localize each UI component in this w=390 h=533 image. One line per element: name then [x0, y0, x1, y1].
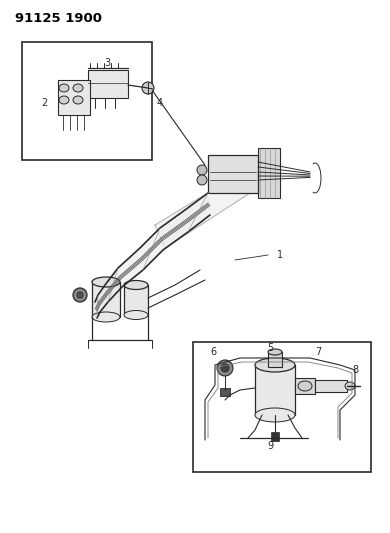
Bar [258, 148, 280, 198]
Bar [88, 70, 128, 98]
Ellipse shape [345, 382, 355, 390]
Bar [315, 380, 347, 392]
Circle shape [73, 288, 87, 302]
Text: 7: 7 [315, 347, 321, 357]
Ellipse shape [59, 96, 69, 104]
Circle shape [217, 360, 233, 376]
Ellipse shape [268, 349, 282, 355]
Bar [268, 352, 282, 367]
Bar [58, 80, 90, 115]
Bar [295, 378, 315, 394]
Circle shape [142, 82, 154, 94]
Ellipse shape [73, 84, 83, 92]
Text: 91125 1900: 91125 1900 [15, 12, 102, 25]
Circle shape [77, 292, 83, 298]
Text: 8: 8 [352, 365, 358, 375]
Bar [208, 155, 258, 193]
Bar [193, 342, 371, 472]
Bar [220, 388, 230, 396]
Ellipse shape [255, 408, 295, 422]
Bar [271, 432, 279, 441]
Text: 4: 4 [157, 98, 163, 108]
Text: 3: 3 [104, 58, 110, 68]
Ellipse shape [255, 358, 295, 372]
Ellipse shape [124, 311, 148, 319]
Circle shape [221, 364, 229, 372]
Polygon shape [95, 193, 210, 318]
Bar [92, 282, 120, 317]
Ellipse shape [124, 280, 148, 289]
Circle shape [197, 175, 207, 185]
Polygon shape [155, 155, 278, 248]
Ellipse shape [298, 381, 312, 391]
Ellipse shape [73, 96, 83, 104]
Ellipse shape [92, 312, 120, 322]
Ellipse shape [92, 277, 120, 287]
Circle shape [197, 165, 207, 175]
Text: 5: 5 [267, 343, 273, 353]
Bar [124, 285, 148, 315]
Text: 2: 2 [41, 98, 47, 108]
Bar [22, 42, 152, 160]
Text: 9: 9 [267, 441, 273, 451]
Text: 6: 6 [210, 347, 216, 357]
Bar [255, 365, 295, 415]
Ellipse shape [59, 84, 69, 92]
Text: 1: 1 [277, 250, 283, 260]
